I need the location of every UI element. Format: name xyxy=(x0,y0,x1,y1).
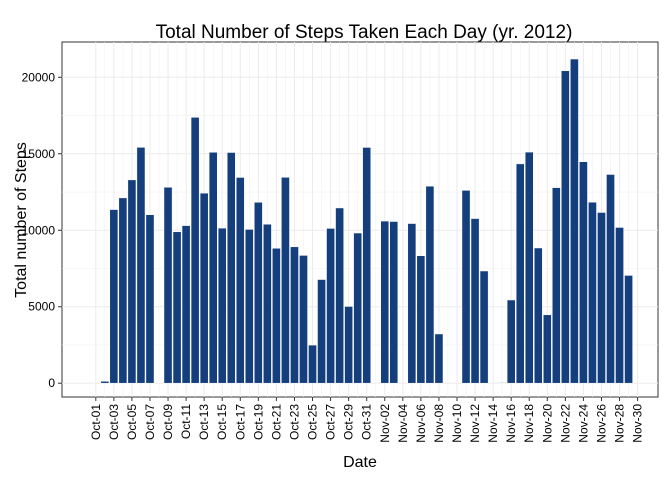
bar-oct-25 xyxy=(308,344,317,384)
x-tick-label: Oct-03 xyxy=(107,404,121,440)
bar-oct-12 xyxy=(190,117,200,384)
bar-nov-24 xyxy=(579,161,588,384)
bar-oct-29 xyxy=(344,306,353,384)
bar-nov-03 xyxy=(389,221,399,384)
y-axis-ticks: 0 5000 10000 15000 20000 xyxy=(22,70,62,390)
bar-oct-30 xyxy=(353,232,362,384)
bars xyxy=(100,58,633,384)
y-tick-label: 5000 xyxy=(28,300,55,314)
x-tick-label: Oct-07 xyxy=(143,404,157,440)
x-tick-label: Nov-08 xyxy=(432,404,446,443)
x-tick-label: Nov-04 xyxy=(396,404,410,443)
x-tick-label: Nov-02 xyxy=(378,404,392,443)
bar-oct-04 xyxy=(118,197,128,384)
bar-oct-15 xyxy=(217,227,227,384)
bar-nov-18 xyxy=(524,151,534,384)
bar-nov-15 xyxy=(497,382,507,384)
x-tick-label: Oct-09 xyxy=(161,404,175,440)
bar-oct-06 xyxy=(136,147,146,384)
x-tick-label: Nov-20 xyxy=(540,404,554,443)
x-tick-label: Oct-25 xyxy=(306,404,320,440)
bar-oct-21 xyxy=(272,248,281,384)
bar-nov-12 xyxy=(470,218,480,384)
chart-title: Total Number of Steps Taken Each Day (yr… xyxy=(156,22,573,43)
x-tick-label: Nov-06 xyxy=(414,404,428,443)
bar-nov-17 xyxy=(515,163,525,384)
x-tick-label: Oct-05 xyxy=(125,404,139,440)
bar-nov-22 xyxy=(561,70,570,384)
bar-nov-29 xyxy=(624,275,633,384)
bar-oct-16 xyxy=(226,152,236,384)
y-axis-label: Total number of Steps xyxy=(13,142,30,298)
bar-nov-13 xyxy=(479,270,489,384)
bar-nov-27 xyxy=(606,174,615,384)
bar-oct-05 xyxy=(127,179,137,384)
x-tick-label: Nov-14 xyxy=(486,404,500,443)
bar-oct-14 xyxy=(208,152,218,384)
x-tick-label: Nov-30 xyxy=(631,404,645,443)
y-tick-label: 20000 xyxy=(22,70,56,84)
x-axis-label: Date xyxy=(343,454,377,471)
x-tick-label: Nov-26 xyxy=(594,404,608,443)
bar-nov-05 xyxy=(407,223,417,384)
bar-nov-16 xyxy=(506,299,516,384)
bar-oct-03 xyxy=(109,209,119,384)
bar-nov-19 xyxy=(533,247,543,384)
bar-oct-18 xyxy=(244,229,254,384)
bar-oct-09 xyxy=(163,187,173,384)
bar-oct-13 xyxy=(199,192,209,384)
bar-oct-31 xyxy=(362,147,372,384)
y-tick-label: 0 xyxy=(48,376,55,390)
x-tick-label: Oct-01 xyxy=(89,404,103,440)
bar-nov-23 xyxy=(570,58,579,384)
x-tick-label: Oct-23 xyxy=(287,404,301,440)
bar-nov-08 xyxy=(434,333,444,384)
x-tick-label: Nov-18 xyxy=(522,404,536,443)
x-tick-label: Nov-28 xyxy=(613,404,627,443)
bar-nov-06 xyxy=(416,255,426,384)
bar-oct-28 xyxy=(335,207,344,384)
bar-oct-24 xyxy=(299,255,308,384)
x-tick-label: Nov-22 xyxy=(558,404,572,443)
bar-nov-02 xyxy=(380,220,390,384)
x-tick-label: Nov-12 xyxy=(468,404,482,443)
bar-nov-26 xyxy=(597,212,606,384)
bar-oct-07 xyxy=(145,214,155,384)
bar-oct-27 xyxy=(326,228,335,384)
bar-nov-25 xyxy=(588,201,597,384)
x-tick-label: Oct-21 xyxy=(269,404,283,440)
x-tick-label: Oct-19 xyxy=(251,404,265,440)
y-tick-label: 10000 xyxy=(22,223,56,237)
y-tick-label: 15000 xyxy=(22,147,56,161)
bar-nov-20 xyxy=(542,314,552,384)
x-tick-label: Oct-13 xyxy=(197,404,211,440)
bar-oct-26 xyxy=(317,279,326,384)
bar-oct-11 xyxy=(181,225,191,384)
x-tick-label: Oct-17 xyxy=(233,404,247,440)
x-tick-label: Oct-27 xyxy=(324,404,338,440)
bar-nov-28 xyxy=(615,227,624,384)
x-tick-label: Oct-15 xyxy=(215,404,229,440)
bar-oct-10 xyxy=(172,231,182,384)
bar-oct-22 xyxy=(281,177,290,384)
x-tick-label: Nov-10 xyxy=(450,404,464,443)
bar-oct-20 xyxy=(263,223,272,384)
x-tick-label: Oct-29 xyxy=(342,404,356,440)
bar-nov-07 xyxy=(425,185,435,384)
bar-oct-17 xyxy=(235,177,245,384)
bar-nov-21 xyxy=(552,187,561,384)
x-tick-label: Oct-31 xyxy=(360,404,374,440)
x-axis-ticks: Oct-01 Oct-03 Oct-05 Oct-07 Oct-09 Oct-11 Oct-… xyxy=(89,397,645,443)
bar-oct-02 xyxy=(100,381,110,384)
bar-nov-11 xyxy=(461,190,471,384)
x-tick-label: Nov-24 xyxy=(576,404,590,443)
bar-oct-19 xyxy=(254,202,263,384)
x-tick-label: Oct-11 xyxy=(179,404,193,439)
x-tick-label: Nov-16 xyxy=(504,404,518,443)
bar-oct-23 xyxy=(290,246,299,384)
